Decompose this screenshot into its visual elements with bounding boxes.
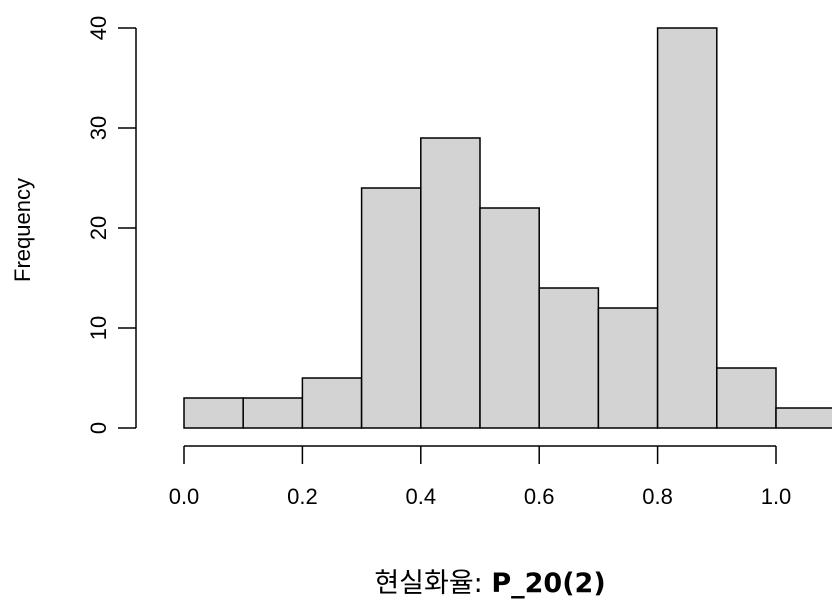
y-tick-label-2: 20: [86, 216, 111, 240]
y-tick-label-0: 0: [86, 422, 111, 434]
x-tick-label-1: 0.2: [287, 484, 318, 509]
x-tick-label-2: 0.4: [406, 484, 437, 509]
x-axis-title: 현실화율: P_20(2): [374, 568, 605, 599]
x-axis-title-variable: P_20(2): [491, 568, 605, 599]
x-axis: 0.0 0.2 0.4 0.6 0.8 1.0: [169, 445, 792, 509]
histogram-bar-6: [538, 287, 600, 429]
histogram-bar-0: [183, 397, 244, 429]
y-axis: 0 10 20 30 40: [86, 16, 137, 434]
histogram-bar-7: [597, 307, 659, 429]
histogram-bar-8: [656, 27, 718, 429]
y-tick-label-1: 10: [86, 316, 111, 340]
y-tick-label-3: 30: [86, 116, 111, 140]
histogram-bar-9: [716, 367, 777, 429]
y-axis-title: Frequency: [10, 178, 35, 282]
histogram-bar-4: [420, 137, 481, 429]
histogram-bar-1: [242, 397, 304, 429]
y-tick-label-4: 40: [86, 16, 111, 40]
histogram-bar-10: [775, 407, 832, 429]
x-tick-label-0: 0.0: [169, 484, 200, 509]
x-axis-title-prefix: 현실화율:: [374, 568, 491, 599]
x-tick-label-4: 0.8: [642, 484, 673, 509]
histogram-bar-5: [479, 207, 540, 429]
histogram-bars: [183, 27, 832, 429]
histogram-bar-2: [301, 377, 363, 429]
histogram-bar-3: [360, 187, 422, 429]
x-tick-label-3: 0.6: [524, 484, 555, 509]
x-tick-label-5: 1.0: [761, 484, 792, 509]
